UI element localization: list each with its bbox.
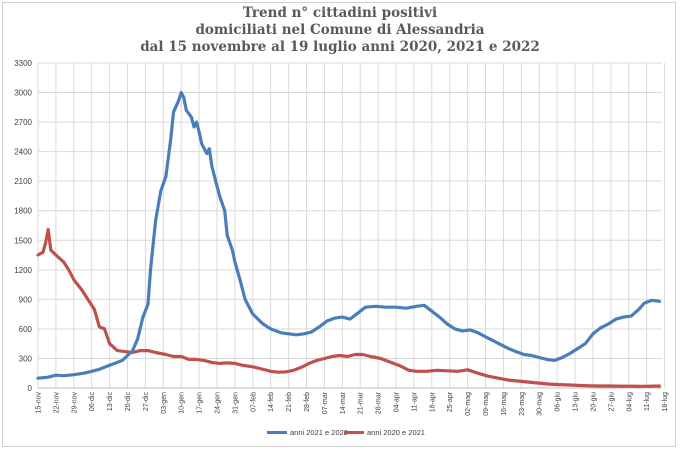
x-tick-label: 09-mag (483, 392, 490, 416)
series-line-2 (36, 227, 661, 388)
y-tick-label: 0 (28, 384, 33, 393)
x-tick-label: 15-nov (36, 392, 43, 414)
y-axis: 0 300 600 900 1200 1500 1800 2100 2400 2700 3000 33… (14, 59, 32, 393)
gridlines (37, 62, 666, 389)
chart-title-line-2: domiciliati nel Comune di Alessandria (195, 22, 485, 38)
x-tick-label: 02-mag (465, 392, 472, 416)
legend-item-series-2: anni 2020 e 2021 (344, 428, 425, 437)
chart-title-line-1: Trend n° cittadini positivi (242, 5, 438, 21)
y-tick-label: 2400 (14, 148, 32, 157)
chart-frame (2, 2, 676, 447)
x-tick-label: 30-mag (537, 392, 544, 416)
legend-label-series-1: anni 2021 e 2022 (290, 428, 348, 437)
x-axis: 15-nov 22-nov 29-nov 06-dic 13-dic 20-dic 27-d… (36, 387, 669, 416)
x-tick-label: 27-giu (608, 392, 615, 412)
x-tick-label: 24-gen (215, 392, 222, 414)
x-tick-label: 31-gen (232, 392, 239, 414)
x-tick-label: 27-dic (143, 392, 150, 412)
legend-swatch-series-1 (267, 431, 287, 434)
x-tick-label: 04-apr (394, 391, 401, 412)
y-tick-label: 2700 (14, 118, 32, 127)
x-tick-label: 14-mar (340, 391, 347, 414)
x-tick-label: 25-apr (447, 391, 454, 412)
x-tick-label: 18-apr (429, 391, 436, 412)
chart-title-line-3: dal 15 novembre al 19 luglio anni 2020, … (140, 39, 540, 55)
y-tick-label: 1200 (14, 266, 32, 275)
legend-item-series-1: anni 2021 e 2022 (267, 428, 348, 437)
x-tick-label: 23-mag (519, 392, 526, 416)
y-tick-label: 300 (19, 354, 33, 363)
x-tick-label: 28-feb (304, 392, 311, 412)
y-tick-label: 1800 (14, 207, 32, 216)
x-tick-label: 07-mar (322, 391, 329, 414)
x-tick-label: 18-lug (662, 392, 669, 412)
x-tick-label: 04-lug (626, 392, 633, 412)
legend: anni 2021 e 2022 anni 2020 e 2021 (0, 428, 680, 442)
y-tick-label: 3000 (14, 89, 32, 98)
x-tick-label: 16-mag (501, 392, 508, 416)
x-tick-label: 06-giu (555, 392, 562, 412)
y-tick-label: 2100 (14, 177, 32, 186)
y-tick-label: 1500 (14, 236, 32, 245)
x-tick-label: 06-dic (89, 392, 96, 412)
x-tick-label: 07-feb (250, 392, 257, 412)
series-line-1 (36, 90, 661, 380)
series-lines (36, 90, 661, 388)
x-tick-label: 13-giu (573, 392, 580, 412)
x-tick-label: 29-nov (71, 392, 78, 414)
y-tick-label: 900 (19, 295, 33, 304)
x-tick-label: 10-gen (179, 392, 186, 414)
y-tick-label: 600 (19, 325, 33, 334)
x-tick-label: 28-mar (376, 391, 383, 414)
x-tick-label: 17-gen (197, 392, 204, 414)
x-tick-label: 21-feb (286, 392, 293, 412)
chart-title: Trend n° cittadini positivi domiciliati … (0, 5, 680, 56)
x-tick-label: 22-nov (53, 392, 60, 414)
x-tick-label: 03-gen (161, 392, 168, 414)
x-tick-label: 20-dic (125, 392, 132, 412)
x-tick-label: 21-mar (358, 391, 365, 414)
x-tick-label: 13-dic (107, 392, 114, 412)
x-tick-label: 20-giu (590, 392, 597, 412)
y-tick-label: 3300 (14, 59, 32, 68)
x-tick-label: 11-apr (411, 391, 418, 411)
legend-swatch-series-2 (344, 431, 364, 434)
legend-label-series-2: anni 2020 e 2021 (367, 428, 425, 437)
x-tick-label: 11-lug (644, 392, 651, 411)
x-tick-label: 14-feb (268, 392, 275, 412)
